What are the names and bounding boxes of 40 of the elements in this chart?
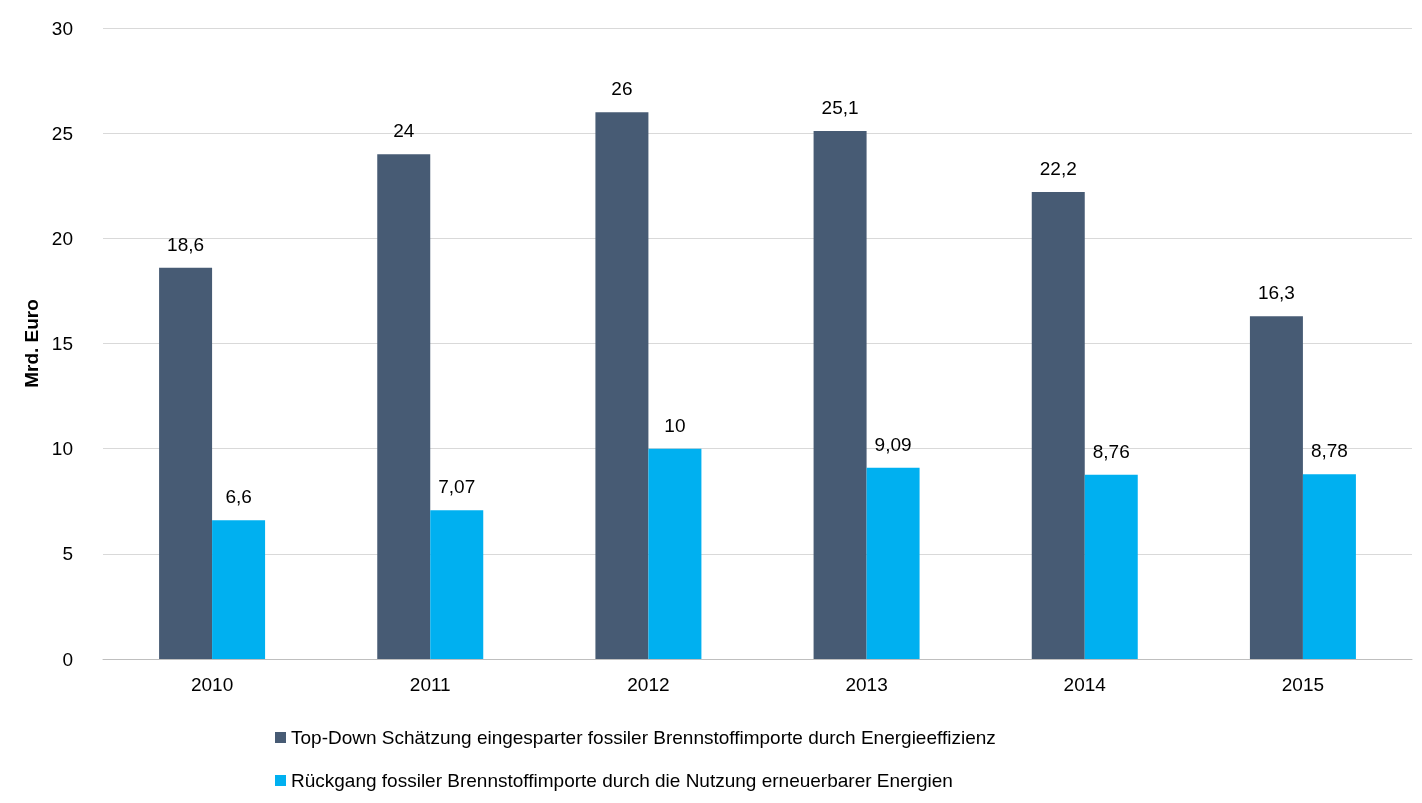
y-tick-label: 15 — [51, 333, 73, 354]
legend-label: Top-Down Schätzung eingesparter fossiler Brennstoffimporte durch Energieeffizienz — [291, 727, 996, 748]
data-label: 6,6 — [225, 486, 252, 508]
data-label: 8,78 — [1310, 440, 1348, 462]
bar — [212, 520, 266, 659]
x-tick-label: 2015 — [1281, 674, 1325, 695]
bar — [430, 510, 484, 659]
bar — [1302, 474, 1356, 659]
bar — [1084, 474, 1138, 659]
y-tick-label: 30 — [51, 17, 73, 39]
x-tick-label: 2012 — [627, 674, 670, 695]
bar — [866, 467, 920, 659]
bar — [648, 448, 702, 659]
data-label: 8,76 — [1092, 440, 1130, 462]
data-label: 18,6 — [167, 233, 205, 255]
data-label: 16,3 — [1257, 282, 1295, 304]
y-tick-label: 20 — [51, 227, 73, 249]
x-tick-label: 2010 — [190, 674, 234, 695]
x-tick-label: 2011 — [409, 674, 451, 695]
bar — [377, 154, 431, 659]
data-label: 26 — [611, 78, 633, 100]
x-tick-label: 2014 — [1063, 674, 1107, 695]
data-label: 25,1 — [821, 97, 859, 119]
x-tick-label: 2013 — [845, 674, 888, 695]
data-label: 7,07 — [438, 476, 476, 498]
legend-label: Rückgang fossiler Brennstoffimporte durch die Nutzung erneuerbarer Energien — [291, 770, 953, 791]
bar — [813, 131, 867, 659]
y-tick-label: 25 — [51, 122, 73, 144]
bar — [595, 112, 649, 659]
data-label: 22,2 — [1039, 158, 1077, 180]
bar — [1249, 316, 1303, 659]
data-label: 10 — [664, 414, 686, 436]
y-axis-title: Mrd. Euro — [20, 299, 42, 388]
data-label: 9,09 — [874, 433, 912, 455]
y-tick-label: 5 — [62, 543, 73, 565]
bar — [1031, 192, 1085, 659]
y-tick-label: 10 — [51, 438, 73, 460]
bar — [159, 267, 213, 659]
y-tick-label: 0 — [62, 648, 73, 670]
data-label: 24 — [393, 120, 415, 142]
